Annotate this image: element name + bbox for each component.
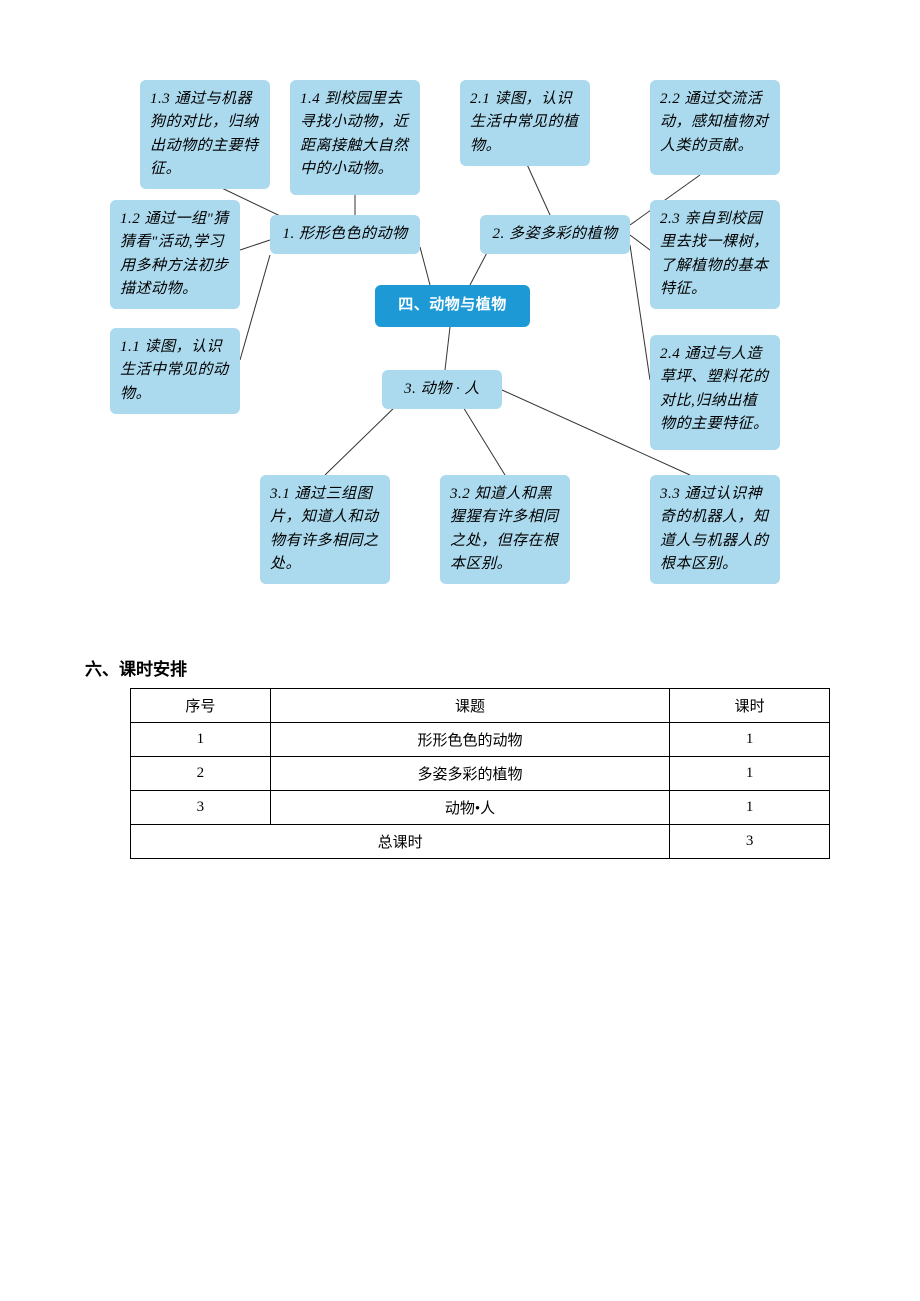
- diagram-node: 四、动物与植物: [375, 285, 530, 327]
- diagram-node: 3.2 知道人和黑猩猩有许多相同之处，但存在根本区别。: [440, 475, 570, 584]
- total-label-cell: 总课时: [131, 825, 670, 859]
- mind-map-diagram: 1.3 通过与机器狗的对比，归纳出动物的主要特征。1.4 到校园里去寻找小动物，…: [130, 80, 830, 590]
- diagram-node: 1.4 到校园里去寻找小动物，近距离接触大自然中的小动物。: [290, 80, 420, 195]
- table-cell: 1: [670, 723, 830, 757]
- table-header-row: 序号 课题 课时: [131, 689, 830, 723]
- diagram-node: 2.3 亲自到校园里去找一棵树，了解植物的基本特征。: [650, 200, 780, 309]
- diagram-node: 3. 动物 · 人: [382, 370, 502, 409]
- col-header-hours: 课时: [670, 689, 830, 723]
- table-cell: 1: [131, 723, 271, 757]
- table-row: 1形形色色的动物1: [131, 723, 830, 757]
- diagram-node: 2. 多姿多彩的植物: [480, 215, 630, 254]
- col-header-index: 序号: [131, 689, 271, 723]
- table-cell: 1: [670, 757, 830, 791]
- table-total-row: 总课时3: [131, 825, 830, 859]
- diagram-node: 3.1 通过三组图片，知道人和动物有许多相同之处。: [260, 475, 390, 584]
- table-cell: 2: [131, 757, 271, 791]
- diagram-node: 1. 形形色色的动物: [270, 215, 420, 254]
- diagram-node: 3.3 通过认识神奇的机器人，知道人与机器人的根本区别。: [650, 475, 780, 584]
- table-cell: 3: [131, 791, 271, 825]
- diagram-node: 1.1 读图，认识生活中常见的动物。: [110, 328, 240, 414]
- table-row: 3动物•人1: [131, 791, 830, 825]
- diagram-node: 2.4 通过与人造草坪、塑料花的对比,归纳出植物的主要特征。: [650, 335, 780, 450]
- table-row: 2多姿多彩的植物1: [131, 757, 830, 791]
- total-value-cell: 3: [670, 825, 830, 859]
- section-heading: 六、课时安排: [85, 655, 187, 680]
- col-header-topic: 课题: [270, 689, 669, 723]
- diagram-node: 2.2 通过交流活动，感知植物对人类的贡献。: [650, 80, 780, 175]
- table-cell: 多姿多彩的植物: [270, 757, 669, 791]
- diagram-node: 1.3 通过与机器狗的对比，归纳出动物的主要特征。: [140, 80, 270, 189]
- table-body: 1形形色色的动物12多姿多彩的植物13动物•人1总课时3: [131, 723, 830, 859]
- table-cell: 动物•人: [270, 791, 669, 825]
- diagram-node: 2.1 读图，认识生活中常见的植物。: [460, 80, 590, 166]
- diagram-node: 1.2 通过一组"猜猜看"活动,学习用多种方法初步描述动物。: [110, 200, 240, 309]
- schedule-table: 序号 课题 课时 1形形色色的动物12多姿多彩的植物13动物•人1总课时3: [130, 688, 830, 859]
- table-cell: 形形色色的动物: [270, 723, 669, 757]
- table-cell: 1: [670, 791, 830, 825]
